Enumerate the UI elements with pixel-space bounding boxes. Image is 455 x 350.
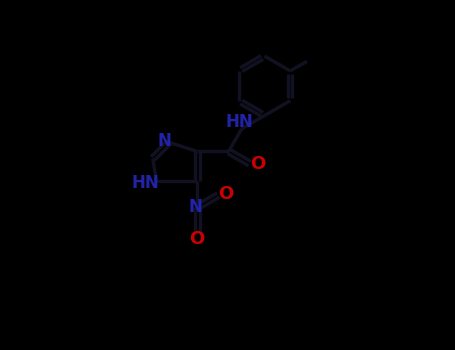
Text: N: N — [158, 132, 172, 149]
Text: O: O — [218, 185, 234, 203]
Text: HN: HN — [225, 113, 253, 131]
Text: O: O — [190, 230, 205, 248]
Text: HN: HN — [132, 174, 160, 192]
Text: O: O — [250, 155, 265, 173]
Text: N: N — [188, 198, 202, 216]
